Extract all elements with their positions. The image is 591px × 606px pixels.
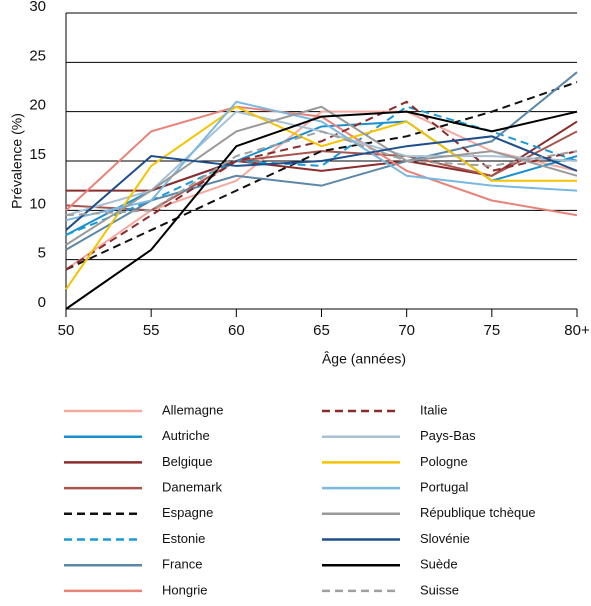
legend-label: Slovénie	[420, 531, 470, 546]
legend-label: France	[162, 557, 202, 572]
y-axis-label: Prévalence (%)	[9, 113, 25, 209]
legend-label: Pays-Bas	[420, 428, 476, 443]
legend-label: Suède	[420, 557, 458, 572]
legend-label: Suisse	[420, 582, 459, 597]
x-tick-label: 65	[313, 322, 330, 339]
series-line	[65, 100, 578, 222]
x-tick-label: 50	[58, 322, 75, 339]
legend-label: République tchèque	[420, 505, 536, 520]
series-line	[65, 100, 578, 271]
x-tick-label: 70	[398, 322, 415, 339]
legend-label: Autriche	[162, 428, 210, 443]
legend-label: Danemark	[162, 480, 222, 495]
series-line	[65, 130, 578, 217]
y-tick-label: 30	[29, 0, 46, 15]
legend-label: Estonie	[162, 531, 205, 546]
legend-label: Belgique	[162, 454, 213, 469]
legend-label: Italie	[420, 402, 447, 417]
x-tick-label: 75	[483, 322, 500, 339]
legend-label: Espagne	[162, 505, 213, 520]
series-line	[65, 81, 578, 271]
series-line	[65, 105, 578, 246]
legend-label: Hongrie	[162, 582, 208, 597]
x-tick-label: 80+	[564, 322, 590, 339]
series-line	[65, 135, 578, 231]
y-tick-label: 5	[38, 245, 46, 262]
y-tick-label: 0	[38, 294, 46, 311]
y-tick-label: 10	[29, 195, 46, 212]
x-axis-label: Âge (années)	[322, 351, 406, 367]
y-tick-label: 20	[29, 97, 46, 114]
y-tick-label: 15	[29, 146, 46, 163]
y-tick-label: 25	[29, 47, 46, 64]
legend-label: Allemagne	[162, 402, 223, 417]
series-line	[65, 105, 577, 290]
legend-label: Pologne	[420, 454, 468, 469]
legend-label: Portugal	[420, 480, 469, 495]
x-tick-label: 55	[143, 322, 160, 339]
x-tick-label: 60	[228, 322, 245, 339]
series-line	[65, 110, 578, 310]
